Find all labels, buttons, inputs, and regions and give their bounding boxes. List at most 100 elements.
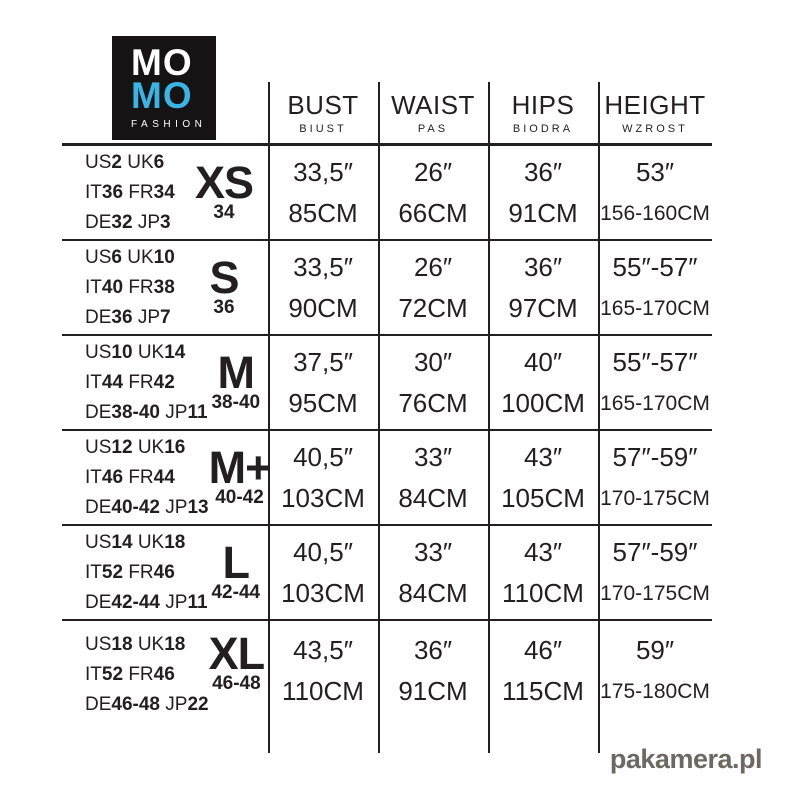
measurement-cm: 170-175CM [600, 581, 710, 605]
conversion-lines: US12 UK16 IT46 FR44 DE40-42 JP13 [85, 433, 209, 523]
conversion-value: 36 [111, 306, 133, 328]
conversion-system: FR [128, 276, 154, 298]
height-cell: 53″ 156-160CM [598, 146, 712, 239]
conversion-system: IT [85, 276, 102, 298]
measurement-inches: 26″ [413, 156, 453, 187]
conversion-system: DE [85, 211, 112, 233]
conversion-system: UK [137, 436, 165, 458]
conversion-value: 11 [187, 591, 208, 613]
measurement-cm: 110CM [502, 577, 584, 608]
column-label-en: BUST [287, 90, 359, 120]
size-block: XL 46-48 [209, 631, 266, 694]
conversion-value: 22 [187, 694, 209, 715]
column-label-pl: WZROST [622, 123, 688, 135]
bust-cell: 33,5″ 90CM [268, 241, 378, 334]
size-eu-value: 42-44 [211, 581, 261, 603]
conversion-value: 34 [153, 181, 175, 203]
conversion-line: IT52 FR46 [85, 660, 209, 690]
conversion-value: 36 [101, 181, 124, 203]
conversion-system: US [85, 531, 112, 553]
measurement-inches: 55″-57″ [612, 251, 698, 282]
measurement-inches: 33,5″ [293, 251, 353, 282]
size-eu-value: 34 [213, 201, 235, 223]
table-vertical-line [268, 82, 270, 753]
conversion-lines: US14 UK18 IT52 FR46 DE42-44 JP11 [85, 528, 208, 618]
measurement-inches: 36″ [413, 635, 453, 665]
size-row: US12 UK16 IT46 FR44 DE40-42 JP13 M+ 40-42 40,… [62, 431, 712, 526]
size-label: S [209, 251, 239, 303]
measurement-cm: 91CM [508, 197, 578, 228]
conversion-line: IT40 FR38 [85, 273, 184, 303]
waist-cell: 33″ 84CM [378, 526, 488, 619]
measurement-inches: 36″ [523, 156, 563, 187]
conversion-system: UK [137, 531, 165, 553]
conversion-line: DE42-44 JP11 [85, 588, 208, 618]
measurement-cm: 91CM [398, 676, 468, 706]
measurement-cm: 115CM [502, 676, 584, 706]
height-cell: 59″ 175-180CM [598, 621, 712, 754]
waist-cell: 26″ 72CM [378, 241, 488, 334]
measurement-inches: 33,5″ [293, 156, 353, 187]
hips-cell: 46″ 115CM [488, 621, 598, 754]
measurement-cm: 110CM [282, 676, 364, 706]
conversion-value: 12 [111, 436, 133, 458]
size-block: M 38-40 [208, 350, 264, 413]
measurement-cm: 95CM [288, 387, 358, 418]
size-label: M+ [208, 441, 272, 493]
conversion-system: IT [85, 664, 102, 685]
conversion-system: US [85, 341, 112, 363]
size-block: XS 34 [184, 160, 264, 223]
conversion-system: JP [165, 401, 188, 423]
size-conversions-cell: US18 UK18 IT52 FR46 DE46-48 JP22 XL 46-48 [62, 621, 268, 754]
brand-tagline: FASHION [131, 119, 207, 130]
measurement-inches: 43″ [523, 536, 563, 567]
conversion-system: IT [85, 181, 102, 203]
bust-cell: 40,5″ 103CM [268, 526, 378, 619]
conversion-value: 16 [164, 436, 186, 458]
conversion-line: US2 UK6 [85, 148, 184, 178]
conversion-value: 46 [153, 561, 175, 583]
size-conversions-cell: US6 UK10 IT40 FR38 DE36 JP7 S 36 [62, 241, 268, 334]
waist-cell: 36″ 91CM [378, 621, 488, 754]
size-row: US18 UK18 IT52 FR46 DE46-48 JP22 XL 46-48 43,… [62, 621, 712, 754]
conversion-value: 46 [153, 664, 175, 685]
measurement-inches: 36″ [523, 251, 563, 282]
conversion-value: 18 [164, 531, 186, 553]
measurement-cm: 72CM [398, 292, 468, 323]
conversion-value: 7 [160, 306, 171, 328]
measurement-cm: 100CM [501, 387, 585, 418]
height-cell: 55″-57″ 165-170CM [598, 241, 712, 334]
size-block: M+ 40-42 [208, 441, 272, 508]
conversion-value: 3 [160, 211, 171, 233]
conversion-system: US [85, 246, 112, 268]
column-header-hips: HIPS BIODRA [488, 84, 598, 143]
conversion-line: IT44 FR42 [85, 368, 208, 398]
conversion-value: 6 [153, 151, 165, 173]
size-conversions-cell: US2 UK6 IT36 FR34 DE32 JP3 XS 34 [62, 146, 268, 239]
conversion-system: UK [137, 634, 165, 655]
measurement-inches: 30″ [413, 346, 453, 377]
conversion-system: DE [85, 591, 112, 613]
conversion-line: DE46-48 JP22 [85, 690, 209, 720]
conversion-line: IT46 FR44 [85, 463, 209, 493]
brand-name-top: MO [131, 42, 193, 83]
watermark: pakamera.pl [609, 744, 763, 774]
size-row: US14 UK18 IT52 FR46 DE42-44 JP11 L 42-44 40,5… [62, 526, 712, 621]
size-label: L [222, 536, 251, 588]
measurement-inches: 37,5″ [293, 346, 353, 377]
size-conversions-cell: US14 UK18 IT52 FR46 DE42-44 JP11 L 42-44 [62, 526, 268, 619]
conversion-system: JP [137, 211, 161, 233]
conversion-system: US [85, 151, 112, 173]
waist-cell: 33″ 84CM [378, 431, 488, 524]
measurement-cm: 97CM [508, 292, 578, 323]
measurement-inches: 33″ [413, 536, 453, 567]
column-label-pl: BIUST [299, 123, 347, 135]
conversion-line: US12 UK16 [85, 433, 209, 463]
measurement-cm: 103CM [281, 482, 365, 513]
conversion-value: 52 [101, 561, 124, 583]
conversion-system: JP [165, 694, 188, 715]
conversion-lines: US6 UK10 IT40 FR38 DE36 JP7 [85, 243, 184, 333]
conversion-system: JP [137, 306, 161, 328]
conversion-system: FR [128, 181, 154, 203]
